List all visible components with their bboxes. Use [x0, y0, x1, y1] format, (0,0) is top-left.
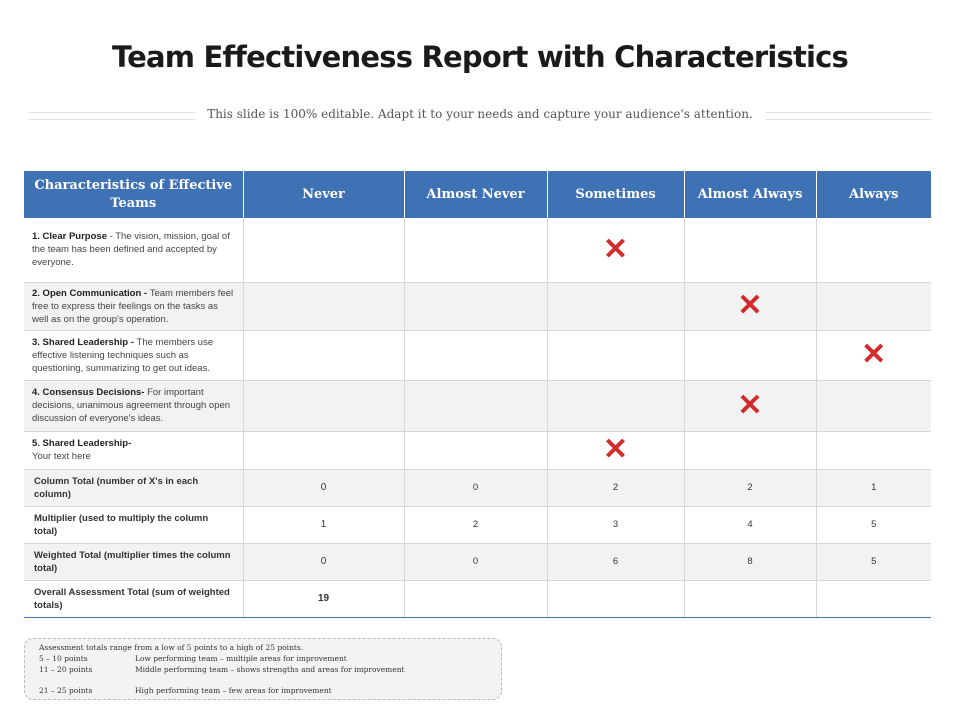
rating-cell[interactable] [684, 330, 817, 381]
rating-cell[interactable] [243, 282, 405, 331]
characteristic-cell: 3. Shared Leadership - The members use e… [24, 330, 244, 381]
characteristic-cell: 2. Open Communication - Team members fee… [24, 282, 244, 331]
x-mark-icon: ✕ [602, 433, 629, 466]
legend-item: 11 – 20 points Middle performing team – s… [39, 664, 487, 675]
header-almost-never: Almost Never [404, 171, 548, 218]
characteristic-cell: 4. Consensus Decisions- For important de… [24, 380, 244, 432]
legend-text: Low performing team – multiple areas for… [135, 654, 347, 663]
rating-cell[interactable] [243, 218, 405, 283]
characteristic-desc: Team members feel free to express their … [32, 287, 234, 325]
x-mark-icon: ✕ [737, 388, 763, 422]
rating-cell[interactable]: ✕ [684, 380, 817, 432]
rating-cell[interactable] [684, 218, 817, 283]
legend-text: Middle performing team – shows strengths… [135, 665, 405, 674]
characteristic-label: 1. Clear Purpose [32, 231, 107, 243]
table-row: 5. Shared Leadership- Your text here ✕ [24, 431, 931, 470]
rating-cell[interactable]: ✕ [547, 431, 685, 470]
rating-cell[interactable]: ✕ [684, 282, 817, 331]
rating-cell[interactable] [243, 380, 405, 432]
rating-cell[interactable] [816, 431, 931, 470]
rating-cell[interactable] [404, 218, 548, 283]
header-characteristics: Characteristics of Effective Teams [24, 171, 244, 218]
table-header-row: Characteristics of Effective Teams Never… [24, 171, 931, 218]
weighted-total-value: 6 [547, 543, 685, 581]
subtitle: This slide is 100% editable. Adapt it to… [207, 107, 753, 121]
rating-cell[interactable] [816, 218, 931, 283]
overall-total-value: 19 [243, 580, 405, 618]
table-row: 1. Clear Purpose - The vision, mission, … [24, 218, 931, 283]
legend-range: 21 – 25 points [39, 686, 93, 695]
multiplier-value: 3 [547, 506, 685, 544]
table-row: 2. Open Communication - Team members fee… [24, 282, 931, 331]
rating-cell[interactable] [816, 282, 931, 331]
characteristic-desc: - The vision, mission, goal of the team … [32, 231, 230, 269]
legend-intro: Assessment totals range from a low of 5 … [39, 643, 304, 652]
rating-cell[interactable] [243, 431, 405, 470]
multiplier-row: Multiplier (used to multiply the column … [24, 506, 931, 544]
rating-cell[interactable]: ✕ [547, 218, 685, 283]
header-almost-always: Almost Always [684, 171, 817, 218]
header-never: Never [243, 171, 405, 218]
legend-item: 5 – 10 points Low performing team – multi… [39, 653, 487, 664]
characteristic-desc: The members use effective listening tech… [32, 336, 214, 374]
assessment-table: Characteristics of Effective Teams Never… [24, 171, 931, 618]
rating-cell[interactable] [816, 380, 931, 432]
column-total-value: 0 [243, 469, 405, 507]
column-total-label: Column Total (number of X's in each colu… [24, 469, 244, 507]
rating-cell[interactable] [243, 330, 405, 381]
column-total-value: 0 [404, 469, 548, 507]
characteristic-desc: For important decisions, unanimous agree… [32, 387, 231, 424]
characteristic-cell: 1. Clear Purpose - The vision, mission, … [24, 218, 244, 283]
weighted-total-row: Weighted Total (multiplier times the col… [24, 543, 931, 581]
x-mark-icon: ✕ [602, 232, 629, 266]
rating-cell[interactable] [547, 282, 685, 331]
subtitle-bar: This slide is 100% editable. Adapt it to… [28, 104, 932, 126]
weighted-total-value: 5 [816, 543, 931, 581]
characteristic-desc: Your text here [32, 451, 91, 462]
characteristic-label: 3. Shared Leadership - [32, 336, 137, 348]
legend-range: 5 – 10 points [39, 654, 88, 663]
rating-cell[interactable] [547, 330, 685, 381]
header-always: Always [816, 171, 931, 218]
multiplier-value: 2 [404, 506, 548, 544]
rating-cell[interactable] [684, 431, 817, 470]
multiplier-value: 4 [684, 506, 817, 544]
characteristic-label: 4. Consensus Decisions- [32, 387, 145, 398]
subtitle-divider-left [28, 112, 196, 120]
overall-total-label: Overall Assessment Total (sum of weighte… [24, 580, 244, 618]
characteristic-label: 5. Shared Leadership- [32, 438, 132, 449]
column-total-value: 2 [547, 469, 685, 507]
rating-cell[interactable]: ✕ [816, 330, 931, 381]
table-row: 3. Shared Leadership - The members use e… [24, 330, 931, 381]
multiplier-value: 5 [816, 506, 931, 544]
scoring-legend-box: Assessment totals range from a low of 5 … [24, 638, 502, 700]
weighted-total-value: 0 [404, 543, 548, 581]
column-total-value: 2 [684, 469, 817, 507]
page-title: Team Effectiveness Report with Character… [111, 40, 849, 74]
legend-item: 21 – 25 points High performing team – few… [39, 685, 487, 696]
x-mark-icon: ✕ [737, 289, 763, 322]
characteristic-cell: 5. Shared Leadership- Your text here [24, 431, 244, 470]
column-total-value: 1 [816, 469, 931, 507]
x-mark-icon: ✕ [861, 338, 887, 371]
rating-cell[interactable] [404, 282, 548, 331]
rating-cell[interactable] [547, 380, 685, 432]
multiplier-value: 1 [243, 506, 405, 544]
weighted-total-value: 0 [243, 543, 405, 581]
rating-cell[interactable] [404, 330, 548, 381]
rating-cell[interactable] [404, 431, 548, 470]
multiplier-label: Multiplier (used to multiply the column … [24, 506, 244, 544]
weighted-total-label: Weighted Total (multiplier times the col… [24, 543, 244, 581]
weighted-total-value: 8 [684, 543, 817, 581]
legend-range: 11 – 20 points [39, 665, 93, 674]
table-row: 4. Consensus Decisions- For important de… [24, 380, 931, 432]
header-sometimes: Sometimes [547, 171, 685, 218]
legend-text: High performing team – few areas for imp… [135, 686, 332, 695]
column-total-row: Column Total (number of X's in each colu… [24, 469, 931, 507]
subtitle-divider-right [766, 112, 932, 120]
overall-total-row: Overall Assessment Total (sum of weighte… [24, 580, 931, 618]
characteristic-label: 2. Open Communication - [32, 287, 150, 299]
rating-cell[interactable] [404, 380, 548, 432]
